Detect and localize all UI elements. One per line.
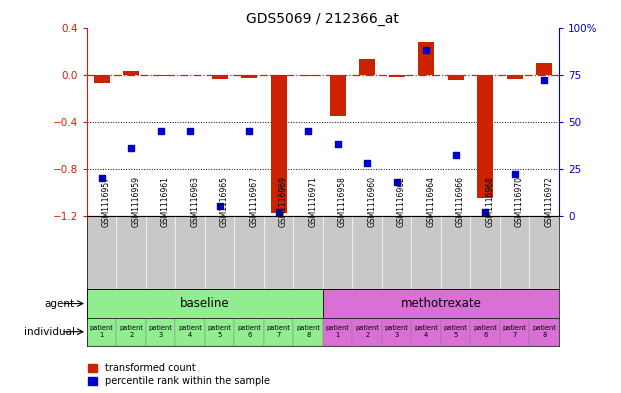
Text: GSM1116961: GSM1116961 (161, 176, 170, 227)
Point (244, 128, 254, 134)
Text: patient
3: patient 3 (385, 325, 409, 338)
Text: patient
3: patient 3 (149, 325, 173, 338)
Text: patient
7: patient 7 (503, 325, 527, 338)
Text: GSM1116960: GSM1116960 (367, 176, 376, 227)
Bar (330, 75, 346, 116)
Bar (235, 318, 264, 346)
Point (480, 209, 490, 215)
Bar (382, 318, 412, 346)
Bar (241, 75, 257, 78)
Text: GSM1116957: GSM1116957 (102, 176, 111, 227)
Title: GDS5069 / 212366_at: GDS5069 / 212366_at (247, 13, 399, 26)
Bar (205, 318, 235, 346)
Text: individual: individual (24, 327, 75, 337)
Bar (87, 289, 323, 318)
Text: patient
5: patient 5 (208, 325, 232, 338)
Bar (418, 42, 434, 75)
Bar (123, 71, 139, 75)
Text: GSM1116963: GSM1116963 (190, 176, 199, 227)
Text: patient
1: patient 1 (326, 325, 350, 338)
Text: GSM1116967: GSM1116967 (249, 176, 258, 227)
Point (126, 145, 136, 151)
Bar (117, 318, 146, 346)
Point (451, 152, 461, 158)
Text: GSM1116971: GSM1116971 (308, 176, 317, 227)
Bar (323, 289, 559, 318)
Bar (176, 318, 205, 346)
Bar (389, 75, 405, 77)
Text: patient
5: patient 5 (444, 325, 468, 338)
Text: patient
7: patient 7 (267, 325, 291, 338)
Text: GSM1116972: GSM1116972 (544, 176, 553, 227)
Bar (87, 318, 117, 346)
Bar (448, 75, 464, 81)
Text: GSM1116964: GSM1116964 (426, 176, 435, 227)
Bar (153, 75, 169, 76)
Bar (500, 318, 529, 346)
Text: GSM1116962: GSM1116962 (397, 176, 406, 227)
Bar (536, 63, 552, 75)
Text: patient
4: patient 4 (178, 325, 202, 338)
Text: patient
1: patient 1 (90, 325, 114, 338)
Point (421, 47, 431, 53)
Text: GSM1116965: GSM1116965 (220, 176, 229, 227)
Text: patient
4: patient 4 (414, 325, 438, 338)
Text: patient
6: patient 6 (473, 325, 497, 338)
Text: GSM1116968: GSM1116968 (485, 176, 494, 227)
Bar (300, 75, 316, 76)
Point (362, 160, 372, 166)
Text: patient
6: patient 6 (237, 325, 261, 338)
Bar (353, 318, 382, 346)
Text: GSM1116959: GSM1116959 (131, 176, 140, 227)
Point (392, 178, 402, 185)
Point (215, 203, 225, 209)
Point (303, 128, 313, 134)
Text: patient
8: patient 8 (296, 325, 320, 338)
Point (510, 171, 520, 177)
Bar (529, 318, 559, 346)
Bar (212, 75, 228, 79)
Text: patient
2: patient 2 (119, 325, 143, 338)
Text: GSM1116966: GSM1116966 (456, 176, 465, 227)
Bar (507, 75, 523, 79)
Text: agent: agent (44, 299, 75, 309)
Text: patient
8: patient 8 (532, 325, 556, 338)
Bar (471, 318, 500, 346)
Bar (441, 318, 471, 346)
Point (333, 141, 343, 147)
Bar (94, 75, 110, 83)
Bar (294, 318, 323, 346)
Point (185, 128, 195, 134)
Text: GSM1116970: GSM1116970 (515, 176, 524, 227)
Bar (477, 75, 493, 198)
Point (274, 209, 284, 215)
Point (539, 77, 549, 83)
Bar (264, 318, 294, 346)
Bar (412, 318, 441, 346)
Bar (359, 59, 375, 75)
Text: GSM1116969: GSM1116969 (279, 176, 288, 227)
Text: GSM1116958: GSM1116958 (338, 176, 347, 227)
Point (156, 128, 166, 134)
Text: methotrexate: methotrexate (401, 297, 481, 310)
Bar (271, 75, 287, 213)
Text: baseline: baseline (180, 297, 230, 310)
Text: patient
2: patient 2 (355, 325, 379, 338)
Bar (323, 318, 353, 346)
Legend: transformed count, percentile rank within the sample: transformed count, percentile rank withi… (86, 361, 272, 388)
Point (97, 175, 107, 181)
Bar (146, 318, 176, 346)
